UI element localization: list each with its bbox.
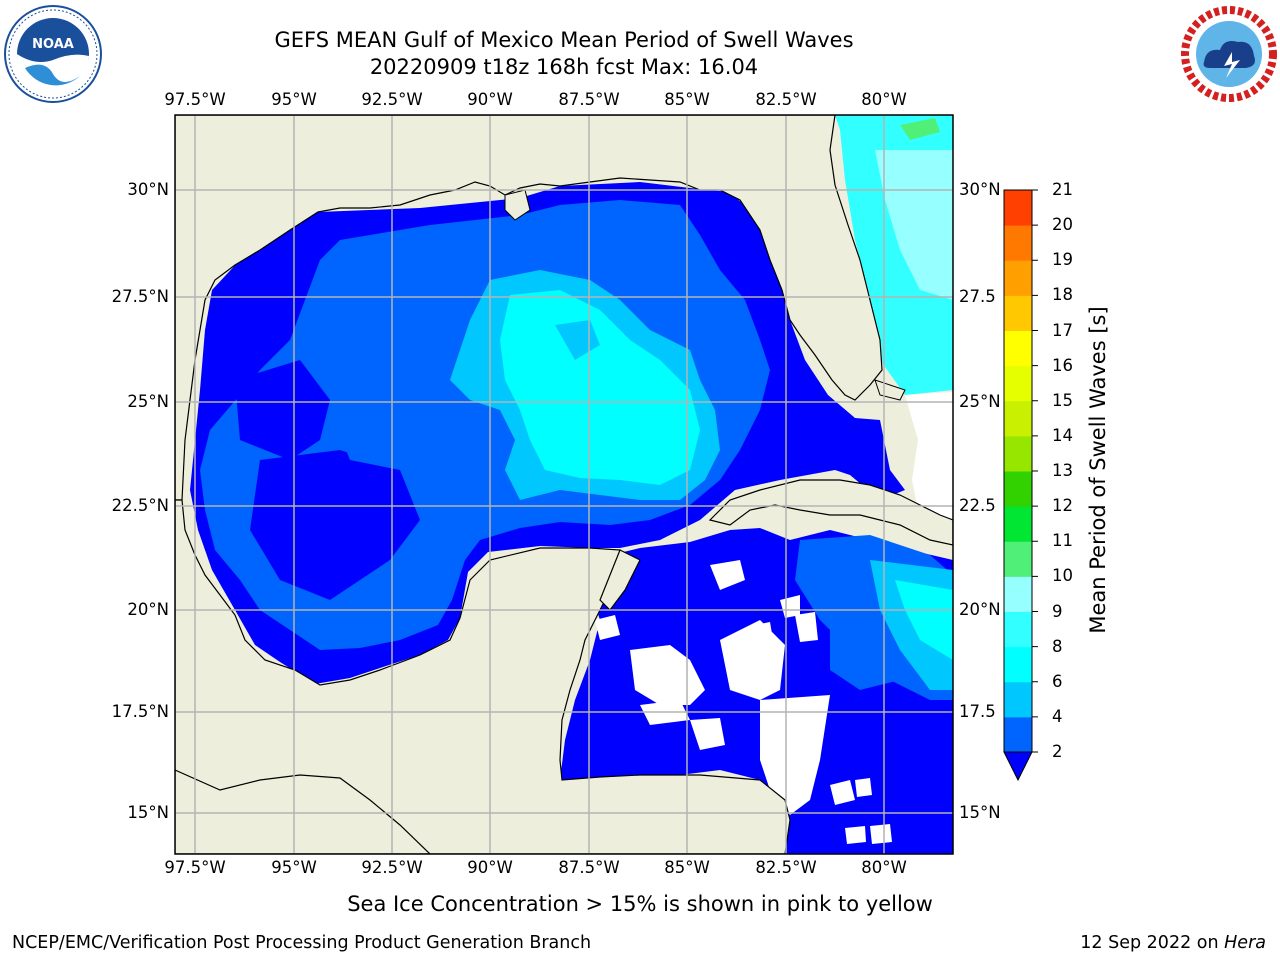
colorbar-tick-label: 11	[1052, 531, 1073, 551]
colorbar-extend-triangle	[1003, 751, 1033, 782]
colorbar-segment	[1004, 365, 1032, 402]
colorbar-tick-label: 16	[1052, 355, 1073, 375]
colorbar-tick-label: 15	[1052, 390, 1073, 410]
colorbar-tick-label: 2	[1052, 742, 1063, 761]
lon-tick: 85°W	[664, 90, 710, 109]
graticule	[175, 115, 953, 854]
lat-tick: 22.5°N	[111, 496, 169, 515]
lon-tick: 92.5°W	[361, 858, 423, 877]
colorbar-tick-label: 10	[1052, 566, 1073, 586]
footer-host: Hera	[1224, 933, 1266, 953]
no-data-areas	[595, 392, 953, 844]
colorbar-tick-label: 21	[1052, 180, 1073, 199]
colorbar-tick-label: 17	[1052, 320, 1073, 340]
colorbar-segment	[1004, 435, 1032, 472]
colorbar-tick-label: 20	[1052, 215, 1073, 235]
sea-ice-note: Sea Ice Concentration > 15% is shown in …	[347, 892, 933, 916]
lon-tick: 80°W	[861, 858, 907, 877]
lat-tick: 17.5°N	[111, 702, 169, 721]
colorbar-tick-label: 4	[1052, 706, 1063, 726]
chart-title: GEFS MEAN Gulf of Mexico Mean Period of …	[274, 28, 854, 52]
colorbar-tick-label: 19	[1052, 250, 1073, 270]
colorbar-label: Mean Period of Swell Waves [s]	[1086, 306, 1110, 634]
colorbar-segment	[1004, 295, 1032, 331]
lon-tick: 95°W	[271, 858, 317, 877]
colorbar-segment	[1004, 506, 1032, 542]
lon-tick: 90°W	[467, 90, 513, 109]
colorbar	[1003, 189, 1038, 782]
colorbar-segment	[1004, 471, 1032, 507]
nws-logo	[1181, 6, 1277, 102]
colorbar-segment	[1004, 576, 1032, 612]
lat-tick: 30°N	[959, 180, 1001, 199]
lat-tick: 15°N	[959, 803, 1001, 822]
chart-subtitle: 20220909 t18z 168h fcst Max: 16.04	[369, 55, 759, 79]
colorbar-segment	[1004, 646, 1032, 683]
colorbar-segment	[1004, 716, 1032, 753]
colorbar-segment	[1004, 225, 1032, 261]
lon-tick: 80°W	[861, 90, 907, 109]
colorbar-tick-label: 14	[1052, 425, 1073, 445]
lon-tick: 85°W	[664, 858, 710, 877]
colorbar-tick-label: 13	[1052, 461, 1073, 480]
lon-tick: 97.5°W	[164, 858, 226, 877]
svg-text:NOAA: NOAA	[32, 37, 74, 52]
colorbar-segment	[1004, 330, 1032, 367]
lat-tick: 27.5	[959, 287, 996, 306]
colorbar-segment	[1004, 190, 1032, 226]
footer-date: 12 Sep 2022 on Hera	[1080, 932, 1266, 954]
lat-tick: 22.5	[959, 496, 996, 515]
lon-tick: 97.5°W	[164, 90, 226, 109]
colorbar-tick-label: 6	[1052, 671, 1063, 691]
lon-tick: 90°W	[467, 858, 513, 877]
colorbar-tick-label: 12	[1052, 496, 1073, 516]
lat-tick: 27.5°N	[111, 287, 169, 306]
lat-tick: 25°N	[959, 392, 1001, 411]
lat-tick: 30°N	[127, 180, 169, 199]
footer-date-text: 12 Sep 2022 on	[1080, 933, 1225, 953]
lon-tick: 82.5°W	[755, 90, 817, 109]
colorbar-segment	[1004, 541, 1032, 577]
colorbar-tick-label: 18	[1052, 285, 1073, 305]
lon-tick: 87.5°W	[558, 858, 620, 877]
lon-tick: 82.5°W	[755, 858, 817, 877]
lat-tick: 25°N	[127, 392, 169, 411]
lon-tick: 87.5°W	[558, 90, 620, 109]
lat-tick: 17.5	[959, 702, 996, 721]
coastline	[175, 115, 953, 854]
lon-tick: 92.5°W	[361, 90, 423, 109]
lat-tick: 20°N	[959, 600, 1001, 619]
colorbar-tick-label: 8	[1052, 636, 1063, 656]
colorbar-segment	[1004, 611, 1032, 648]
lat-tick: 20°N	[127, 600, 169, 619]
colorbar-segment	[1004, 260, 1032, 296]
noaa-logo: NOAA	[4, 5, 102, 103]
colorbar-tick-label: 9	[1052, 601, 1063, 621]
colorbar-segment	[1004, 400, 1032, 437]
lon-tick: 95°W	[271, 90, 317, 109]
footer-credit: NCEP/EMC/Verification Post Processing Pr…	[12, 933, 592, 953]
lat-tick: 15°N	[127, 803, 169, 822]
colorbar-segment	[1004, 681, 1032, 718]
